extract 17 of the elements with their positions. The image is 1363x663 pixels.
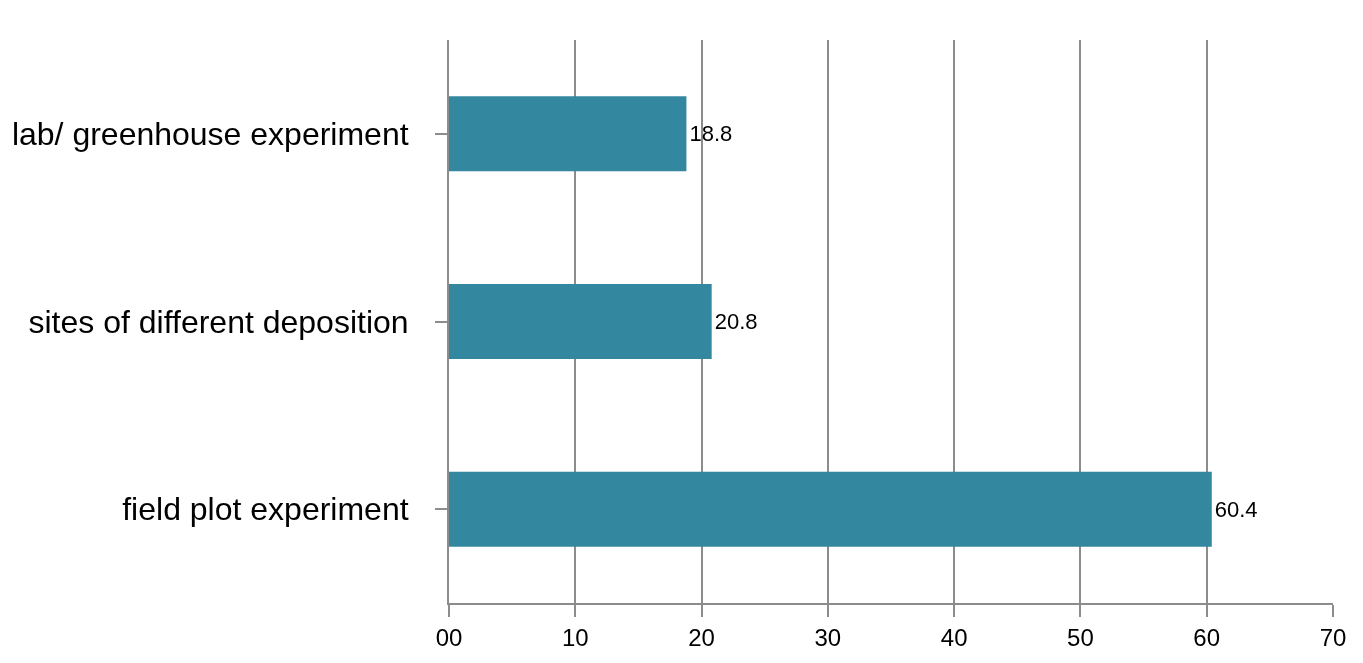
- x-tick-label: 70: [1319, 623, 1347, 651]
- x-tick-label: 40: [940, 623, 968, 651]
- bar: [449, 471, 1212, 547]
- x-tick-label: 20: [688, 623, 715, 651]
- bar: [449, 283, 712, 360]
- y-tick-label: field plot experiment: [122, 491, 409, 528]
- y-tick-label: lab/ greenhouse experiment: [11, 116, 409, 153]
- data-label: 18.8: [689, 121, 733, 147]
- bar: [449, 96, 687, 172]
- x-tick-label: 00: [435, 623, 463, 651]
- y-tick-label: sites of different deposition: [28, 303, 409, 340]
- x-tick-label: 60: [1193, 623, 1221, 651]
- x-tick-label: 30: [814, 623, 842, 651]
- data-label: 20.8: [714, 309, 758, 334]
- data-label: 60.4: [1214, 496, 1258, 522]
- x-tick-label: 10: [561, 623, 589, 651]
- x-tick-label: 50: [1067, 623, 1094, 651]
